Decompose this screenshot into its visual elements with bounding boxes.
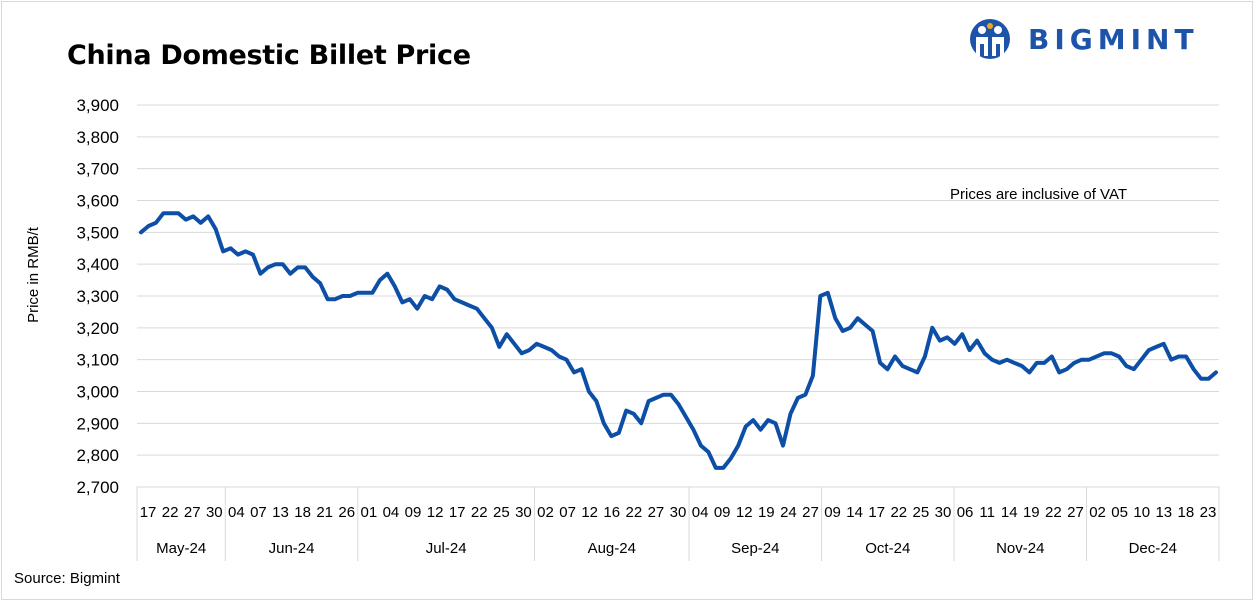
x-tick-label: 18 (1178, 504, 1195, 521)
source-note: Source: Bigmint (14, 570, 120, 587)
x-tick-label: 09 (714, 504, 731, 521)
x-tick-label: 25 (913, 504, 930, 521)
y-tick-label: 3,400 (76, 255, 119, 274)
x-tick-label: 09 (824, 504, 841, 521)
y-tick-label: 3,600 (76, 192, 119, 211)
x-tick-label: 22 (162, 504, 179, 521)
month-label: Dec-24 (1129, 540, 1177, 557)
x-tick-label: 30 (206, 504, 223, 521)
bigmint-logo: BIGMINT (966, 18, 1236, 60)
x-tick-label: 09 (405, 504, 422, 521)
x-tick-label: 02 (1089, 504, 1106, 521)
x-tick-label: 04 (692, 504, 709, 521)
x-tick-label: 12 (736, 504, 753, 521)
x-tick-label: 27 (1067, 504, 1084, 521)
month-label: Jul-24 (426, 540, 467, 557)
x-tick-label: 21 (316, 504, 333, 521)
x-tick-label: 27 (648, 504, 665, 521)
x-tick-label: 11 (979, 504, 995, 521)
x-tick-label: 17 (449, 504, 466, 521)
x-tick-label: 22 (890, 504, 907, 521)
x-tick-label: 27 (184, 504, 201, 521)
chart-title: China Domestic Billet Price (67, 40, 471, 71)
x-tick-label: 30 (935, 504, 952, 521)
x-tick-label: 24 (780, 504, 797, 521)
x-tick-label: 17 (868, 504, 885, 521)
y-tick-label: 3,200 (76, 319, 119, 338)
x-tick-label: 22 (625, 504, 642, 521)
x-tick-label: 04 (228, 504, 245, 521)
x-tick-label: 18 (294, 504, 311, 521)
y-tick-label: 3,900 (76, 96, 119, 115)
x-tick-label: 23 (1200, 504, 1217, 521)
x-tick-label: 07 (559, 504, 576, 521)
y-tick-label: 3,000 (76, 383, 119, 402)
x-tick-label: 12 (427, 504, 444, 521)
x-tick-label: 05 (1111, 504, 1128, 521)
x-tick-label: 26 (338, 504, 355, 521)
vat-annotation: Prices are inclusive of VAT (950, 186, 1127, 203)
x-axis: 17 22 27 30 04 07 13 18 21 26 01 04 09 12 17 22 25 30 02 07… (136, 486, 1220, 561)
y-tick-label: 2,700 (76, 478, 119, 497)
y-tick-label: 2,800 (76, 446, 119, 465)
x-tick-label: 30 (670, 504, 687, 521)
month-label: Oct-24 (865, 540, 910, 557)
price-series-line (139, 211, 1218, 470)
y-tick-label: 3,300 (76, 287, 119, 306)
x-tick-label: 06 (957, 504, 974, 521)
x-tick-label: 14 (846, 504, 863, 521)
x-tick-label: 22 (1045, 504, 1062, 521)
x-tick-label: 22 (471, 504, 488, 521)
series-group (139, 211, 1218, 470)
y-tick-label: 2,900 (76, 414, 119, 433)
month-label: Jun-24 (269, 540, 315, 557)
x-tick-label: 27 (802, 504, 819, 521)
month-label: May-24 (156, 540, 206, 557)
gridlines (137, 104, 1219, 488)
month-label: Aug-24 (588, 540, 636, 557)
x-tick-label: 19 (758, 504, 775, 521)
x-tick-label: 10 (1133, 504, 1150, 521)
y-axis-label: Price in RMB/t (25, 226, 42, 323)
y-tick-label: 3,700 (76, 160, 119, 179)
x-tick-label: 14 (1001, 504, 1018, 521)
x-tick-label: 02 (537, 504, 554, 521)
x-tick-label: 16 (603, 504, 620, 521)
x-tick-label: 04 (383, 504, 400, 521)
y-tick-label: 3,500 (76, 223, 119, 242)
month-label: Sep-24 (731, 540, 779, 557)
x-tick-label: 13 (272, 504, 289, 521)
bigmint-logo-mark (970, 19, 1010, 59)
y-tick-label: 3,800 (76, 128, 119, 147)
x-tick-label: 19 (1023, 504, 1040, 521)
x-tick-label: 30 (515, 504, 532, 521)
x-tick-label: 13 (1155, 504, 1172, 521)
y-tick-label: 3,100 (76, 351, 119, 370)
x-tick-label: 17 (140, 504, 157, 521)
x-tick-label: 07 (250, 504, 267, 521)
x-tick-label: 25 (493, 504, 510, 521)
month-label: Nov-24 (996, 540, 1044, 557)
x-tick-label: 12 (581, 504, 598, 521)
x-tick-label: 01 (361, 504, 378, 521)
y-axis-ticks: 3,900 3,800 3,700 3,600 3,500 3,400 3,300 3,200… (76, 96, 119, 497)
bigmint-logo-text: BIGMINT (1028, 23, 1199, 56)
